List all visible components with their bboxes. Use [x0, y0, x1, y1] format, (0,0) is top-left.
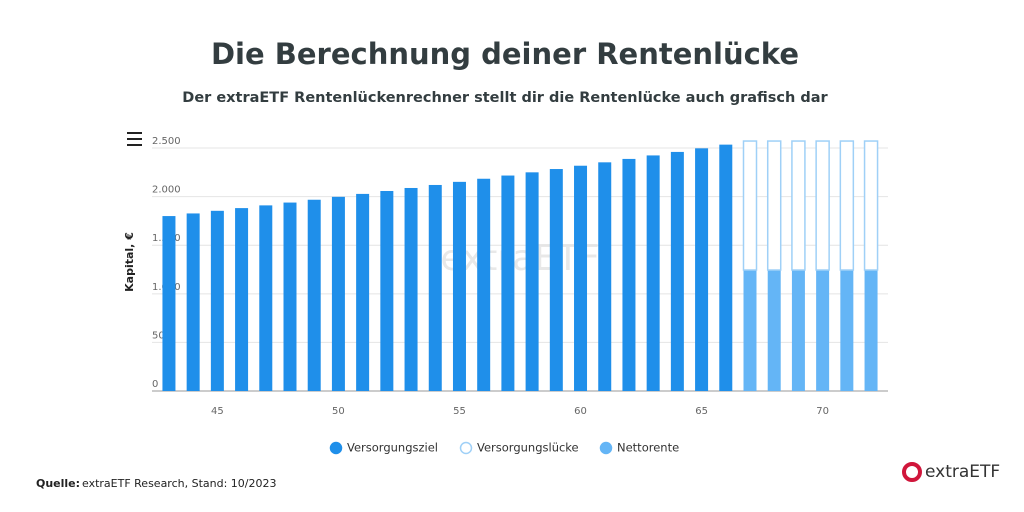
bar [598, 162, 612, 391]
legend-marker [329, 441, 343, 455]
menu-icon[interactable] [127, 132, 142, 146]
bar [791, 270, 805, 391]
bar [695, 148, 709, 391]
bar [549, 169, 563, 391]
bar [186, 213, 200, 391]
legend-marker [599, 441, 613, 455]
subtitle: Der extraETF Rentenlückenrechner stellt … [182, 90, 828, 106]
bar [307, 199, 321, 391]
logo-icon [902, 462, 922, 482]
legend-label: Versorgungslücke [477, 441, 579, 455]
bar [742, 140, 758, 271]
bar [452, 181, 466, 391]
title: Die Berechnung deiner Rentenlücke [211, 37, 799, 71]
bar [864, 270, 878, 391]
bar [670, 151, 684, 391]
x-tick-label: 55 [453, 406, 466, 417]
bar [331, 196, 345, 391]
x-tick-label: 65 [695, 406, 708, 417]
bar [283, 202, 297, 391]
bar [766, 140, 782, 271]
source: extraETF Research, Stand: 10/2023 [82, 477, 277, 490]
x-tick-label: 60 [574, 406, 587, 417]
logo: extraETF [925, 462, 1000, 482]
y-axis-title: Kapital, € [123, 232, 136, 292]
bar [719, 144, 733, 391]
legend-label: Nettorente [617, 441, 679, 455]
bar [816, 270, 830, 391]
x-tick-label: 70 [816, 406, 829, 417]
source-label: Quelle: [36, 477, 80, 490]
bar [622, 158, 636, 391]
bar [380, 190, 394, 391]
x-tick-label: 50 [332, 406, 345, 417]
bar [767, 270, 781, 391]
bar [743, 270, 757, 391]
y-tick-label: 2.000 [152, 185, 181, 196]
y-tick-label: 2.500 [152, 136, 181, 147]
bar [791, 140, 806, 271]
bar [840, 270, 854, 391]
bar [477, 178, 491, 391]
bar [574, 165, 588, 391]
legend-marker [459, 441, 473, 455]
bar [501, 175, 515, 391]
bar [428, 184, 442, 391]
bar [356, 193, 370, 391]
bar [863, 140, 879, 271]
bar [646, 155, 660, 391]
bar [525, 172, 539, 391]
bar [839, 140, 855, 271]
bar [404, 187, 418, 391]
y-tick-label: 500 [152, 330, 171, 341]
y-tick-label: 0 [152, 379, 158, 390]
bar [162, 216, 176, 391]
legend-label: Versorgungsziel [347, 441, 438, 455]
bar [235, 208, 249, 391]
bar [210, 210, 224, 391]
bar [259, 205, 273, 391]
bar [815, 140, 830, 271]
x-tick-label: 45 [211, 406, 224, 417]
